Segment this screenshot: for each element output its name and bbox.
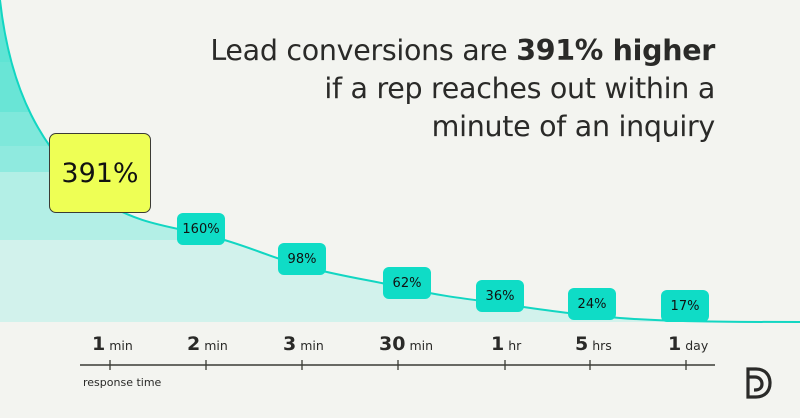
tick-number: 1 — [668, 333, 682, 355]
data-label-5-hrs: 24% — [568, 288, 616, 320]
x-axis-ticks — [109, 360, 687, 370]
tick-number: 2 — [187, 333, 201, 355]
tick-number: 30 — [379, 333, 406, 355]
data-label-3-min: 98% — [278, 243, 326, 275]
tick-unit: min — [204, 338, 228, 353]
headline-line-3: minute of an inquiry — [431, 110, 716, 143]
headline: Lead conversions are 391% higher if a re… — [210, 32, 715, 146]
headline-highlight: 391% higher — [516, 34, 715, 67]
tick-unit: min — [409, 338, 434, 353]
tick-unit: hr — [508, 338, 522, 353]
tick-unit: day — [685, 338, 709, 353]
x-tick-2-min: 2 min — [187, 333, 228, 355]
data-label-1-day: 17% — [661, 290, 709, 322]
x-tick-1-hr: 1 hr — [491, 333, 521, 355]
x-tick-1-day: 1 day — [668, 333, 708, 355]
data-label-1-hr: 36% — [476, 280, 524, 312]
tick-number: 1 — [491, 333, 505, 355]
data-label-2-min: 160% — [177, 213, 225, 245]
x-tick-1-min: 1 min — [92, 333, 133, 355]
tick-unit: hrs — [592, 338, 612, 353]
x-tick-30-min: 30 min — [379, 333, 433, 355]
tick-number: 3 — [283, 333, 297, 355]
headline-prefix: Lead conversions are — [210, 34, 517, 67]
data-label-1-min: 391% — [49, 133, 151, 213]
x-tick-3-min: 3 min — [283, 333, 324, 355]
tick-unit: min — [300, 338, 324, 353]
tick-unit: min — [109, 338, 133, 353]
x-tick-5-hrs: 5 hrs — [575, 333, 612, 355]
tick-number: 1 — [92, 333, 106, 355]
d-logo-icon — [746, 367, 772, 399]
headline-line-2: if a rep reaches out within a — [324, 72, 715, 105]
headline-line-1: Lead conversions are 391% higher — [210, 32, 715, 70]
tick-number: 5 — [575, 333, 589, 355]
data-label-30-min: 62% — [383, 267, 431, 299]
x-axis-title: response time — [83, 376, 162, 389]
